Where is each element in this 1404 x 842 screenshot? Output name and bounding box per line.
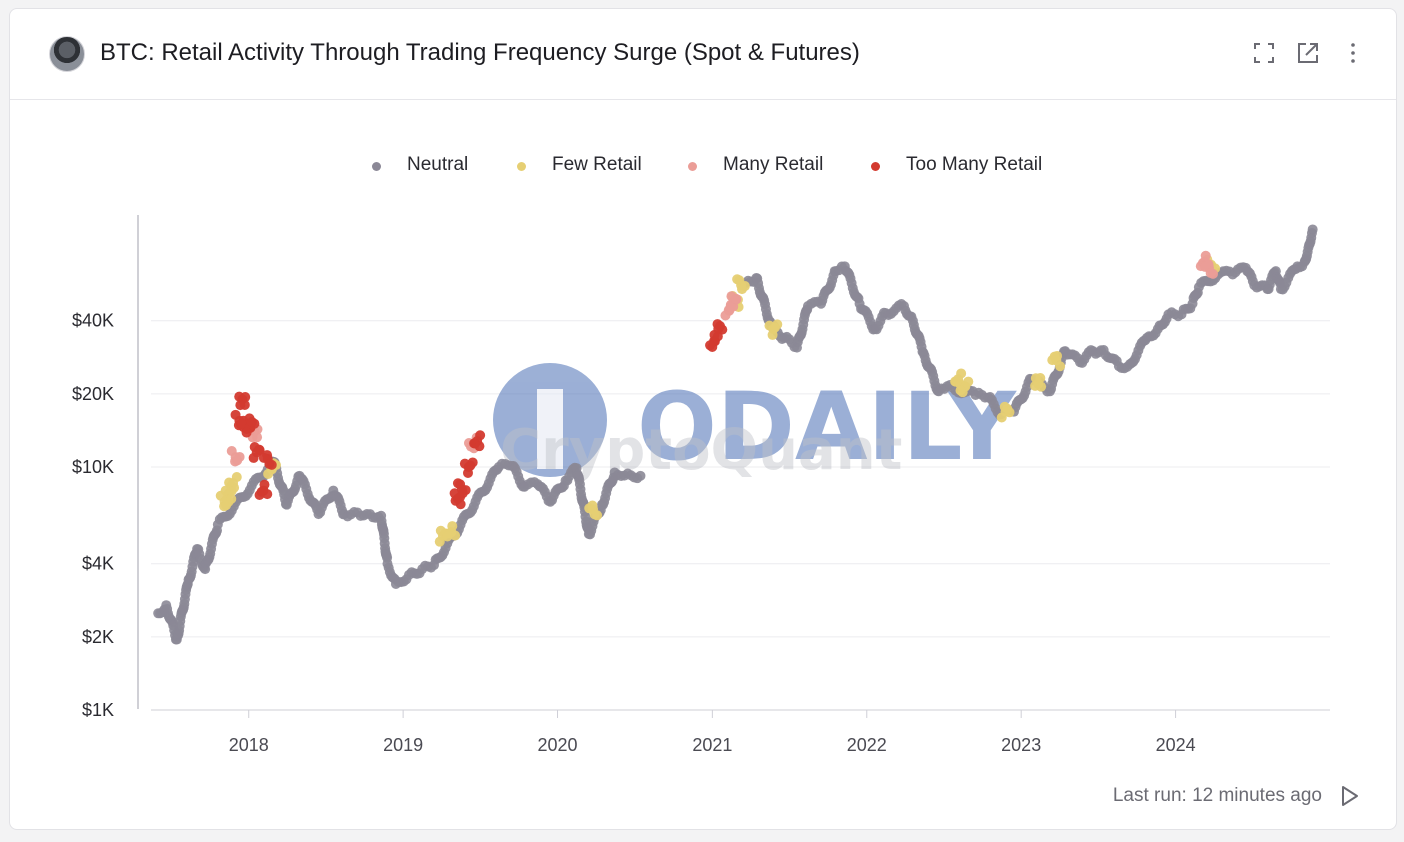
data-point — [457, 488, 468, 499]
data-point — [475, 430, 486, 441]
data-point — [230, 409, 241, 420]
data-point — [705, 340, 716, 351]
more-vertical-icon[interactable] — [1341, 41, 1365, 65]
chart-title: BTC: Retail Activity Through Trading Fre… — [100, 39, 860, 66]
y-tick-label: $2K — [82, 627, 114, 647]
y-axis-ticks: $1K $2K $4K $10K $20K $40K — [72, 311, 114, 720]
legend-label: Few Retail — [552, 154, 642, 175]
x-tick-label: 2020 — [538, 735, 578, 755]
data-point — [465, 460, 476, 471]
data-point — [263, 468, 274, 479]
data-point — [1205, 267, 1216, 278]
data-point — [455, 499, 466, 510]
data-point — [442, 531, 453, 542]
y-tick-label: $20K — [72, 384, 114, 404]
data-point — [1036, 381, 1047, 392]
data-point — [226, 446, 237, 457]
data-point — [231, 472, 242, 483]
open-external-icon[interactable] — [1296, 41, 1320, 65]
data-point — [450, 530, 461, 541]
y-tick-label: $10K — [72, 457, 114, 477]
data-point — [226, 493, 237, 504]
data-point — [224, 477, 235, 488]
watermark-logo-bar — [537, 389, 563, 469]
data-point — [259, 479, 270, 490]
play-icon[interactable] — [1340, 785, 1360, 807]
data-point — [474, 441, 485, 452]
data-point — [720, 310, 731, 321]
data-point — [737, 284, 748, 295]
data-point — [1002, 403, 1013, 414]
y-tick-label: $40K — [72, 311, 114, 331]
data-point — [241, 427, 252, 438]
data-point — [769, 322, 780, 333]
series-too-many-retail — [230, 319, 728, 510]
data-point — [452, 478, 463, 489]
legend-dot-many-retail — [688, 162, 697, 171]
legend-label: Many Retail — [723, 154, 824, 175]
x-tick-label: 2022 — [847, 735, 887, 755]
card-header: BTC: Retail Activity Through Trading Fre… — [10, 9, 1396, 100]
legend-label: Too Many Retail — [906, 154, 1043, 175]
data-points — [153, 224, 1318, 645]
data-point — [264, 458, 275, 469]
data-point — [709, 329, 720, 340]
data-point — [434, 536, 445, 547]
data-point — [1055, 361, 1066, 372]
data-point — [996, 412, 1007, 423]
x-axis-ticks: 2018 2019 2020 2021 2022 2023 2024 — [229, 735, 1196, 755]
data-point — [252, 432, 263, 443]
data-point — [1047, 355, 1058, 366]
x-tick-label: 2018 — [229, 735, 269, 755]
data-point — [1307, 224, 1318, 235]
expand-icon[interactable] — [1252, 41, 1276, 65]
y-tick-label: $1K — [82, 700, 114, 720]
data-point — [240, 392, 251, 403]
axes — [137, 215, 1330, 718]
y-tick-label: $4K — [82, 554, 114, 574]
legend-dot-neutral — [372, 162, 381, 171]
data-point — [1035, 372, 1046, 383]
data-point — [246, 416, 257, 427]
watermark-logo-icon — [493, 363, 607, 477]
data-point — [732, 274, 743, 285]
last-run-text: Last run: 12 minutes ago — [1112, 785, 1322, 806]
data-point — [232, 455, 243, 466]
data-point — [635, 470, 646, 481]
x-tick-label: 2019 — [383, 735, 423, 755]
x-tick-label: 2023 — [1001, 735, 1041, 755]
data-point — [236, 418, 247, 429]
grid-lines — [151, 320, 1330, 711]
data-point — [239, 399, 250, 410]
avatar — [49, 36, 85, 72]
legend-dot-too-many-retail — [871, 162, 880, 171]
watermark-subtext: CryptoQuant — [500, 418, 902, 483]
data-point — [1200, 250, 1211, 261]
x-tick-label: 2024 — [1156, 735, 1196, 755]
data-point — [955, 385, 966, 396]
data-point — [262, 489, 273, 500]
data-point — [248, 452, 259, 463]
chart-card: BTC: Retail Activity Through Trading Fre… — [9, 8, 1397, 830]
data-point — [447, 521, 458, 532]
x-tick-label: 2021 — [692, 735, 732, 755]
data-point — [956, 368, 967, 379]
data-point — [589, 509, 600, 520]
scatter-plot: ODAILY CryptoQuant $1K$2K$4K$10K$20K$40K… — [72, 215, 1330, 755]
data-point — [254, 490, 265, 501]
data-point — [725, 302, 736, 313]
legend-label: Neutral — [407, 154, 469, 175]
data-point — [715, 321, 726, 332]
data-point — [730, 293, 741, 304]
data-point — [254, 444, 265, 455]
legend-dot-few-retail — [517, 162, 526, 171]
chart-legend: Neutral Few Retail Many Retail Too Many … — [10, 154, 1396, 178]
